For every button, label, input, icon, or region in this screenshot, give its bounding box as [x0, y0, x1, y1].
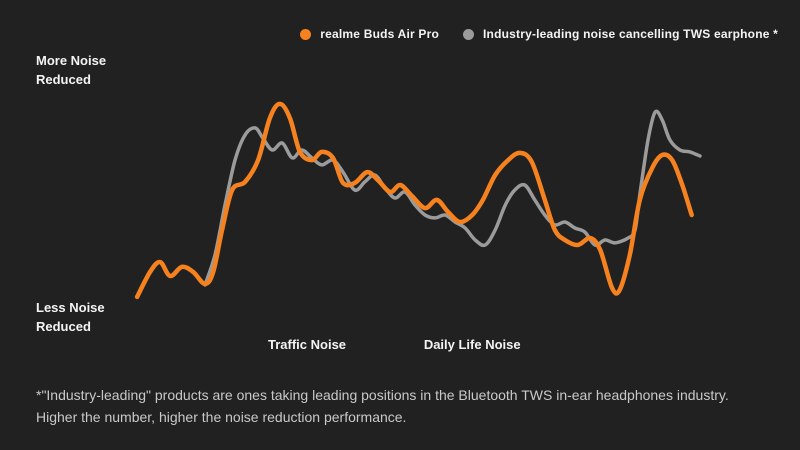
x-axis-label-traffic-noise: Traffic Noise	[268, 337, 347, 352]
footnote-text: *"Industry-leading" products are ones ta…	[36, 387, 729, 425]
legend-label-industry: Industry-leading noise cancelling TWS ea…	[483, 27, 778, 41]
noise-reduction-line-chart	[134, 101, 702, 300]
legend-item-realme-buds-air-pro: realme Buds Air Pro	[300, 27, 439, 41]
chart-legend: realme Buds Air Pro Industry-leading noi…	[300, 27, 778, 41]
legend-label-realme: realme Buds Air Pro	[320, 27, 440, 41]
legend-item-industry-leading: Industry-leading noise cancelling TWS ea…	[463, 27, 778, 41]
legend-dot-gray-icon	[463, 28, 475, 40]
y-axis-label-less-noise-reduced: Less Noise Reduced	[36, 300, 105, 334]
y-axis-label-more-noise-reduced: More Noise Reduced	[36, 53, 107, 87]
legend-dot-orange-icon	[300, 28, 312, 40]
x-axis-label-daily-life-noise: Daily Life Noise	[423, 337, 521, 352]
